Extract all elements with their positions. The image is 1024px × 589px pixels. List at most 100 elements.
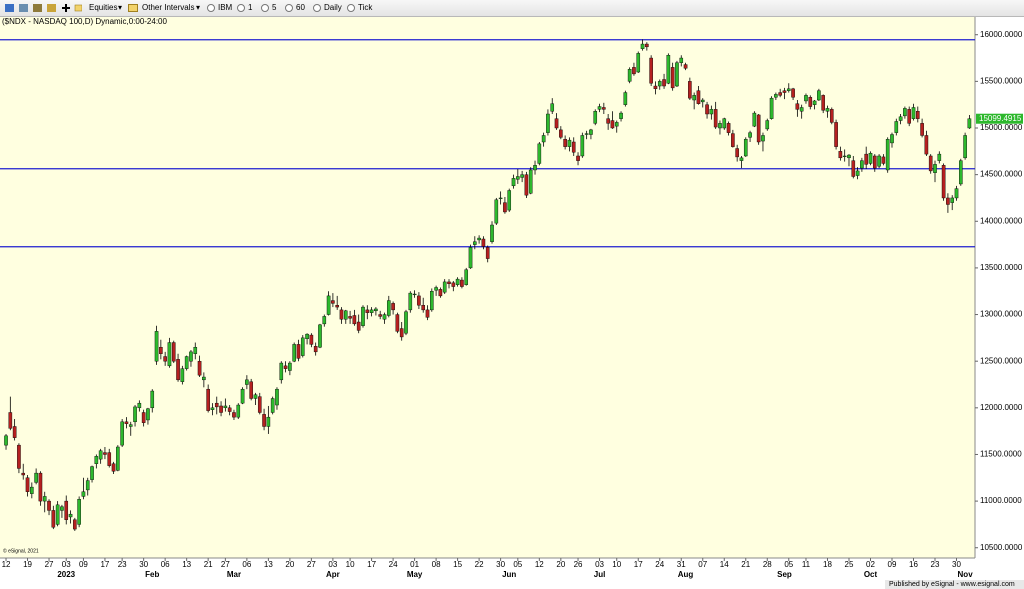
- candle-body: [528, 169, 533, 194]
- month-label: Jul: [594, 570, 606, 579]
- candle-body: [107, 452, 112, 466]
- candle-body: [240, 388, 245, 404]
- candle-body: [167, 342, 172, 367]
- y-tick-label: 13500.0000: [980, 263, 1023, 272]
- x-tick-label: 22: [475, 560, 484, 569]
- toolbar-item[interactable]: Other Intervals: [142, 3, 195, 12]
- candle-body: [365, 309, 370, 313]
- x-tick-label: 13: [182, 560, 191, 569]
- x-tick-label: 17: [634, 560, 643, 569]
- y-tick-label: 12500.0000: [980, 356, 1023, 365]
- candle-body: [206, 388, 210, 411]
- candle-body: [477, 237, 481, 241]
- toolbar-item[interactable]: 60: [296, 3, 305, 12]
- month-label: Sep: [777, 570, 792, 579]
- candle-body: [305, 333, 309, 340]
- toolbar: Equities ▾ Other Intervals ▾ IBM 1 5 60 …: [0, 0, 1024, 17]
- x-tick-label: 08: [432, 560, 441, 569]
- candle-body: [516, 176, 520, 180]
- candle-body: [202, 376, 206, 381]
- candle-body: [756, 114, 761, 143]
- x-tick-label: 11: [802, 560, 811, 569]
- toolbar-item[interactable]: Equities: [89, 3, 118, 12]
- y-tick-label: 12000.0000: [980, 403, 1023, 412]
- candle-body: [718, 123, 722, 129]
- candle-body: [709, 109, 714, 115]
- candle-body: [954, 188, 959, 199]
- toolbar-item[interactable]: Tick: [358, 3, 373, 12]
- toolbar-item[interactable]: IBM: [218, 3, 233, 12]
- candle-body: [541, 135, 546, 143]
- toolbar-item[interactable]: 1: [248, 3, 253, 12]
- candle-body: [47, 500, 51, 511]
- candle-body: [610, 120, 615, 129]
- candle-body: [331, 300, 335, 304]
- candle-body: [460, 279, 464, 287]
- copyright: © eSignal, 2021: [3, 547, 39, 554]
- candle-body: [408, 292, 413, 311]
- candle-body: [533, 165, 537, 171]
- candle-body: [120, 421, 124, 446]
- candle-body: [262, 414, 266, 427]
- candle-body: [924, 135, 929, 155]
- x-tick-label: 14: [720, 560, 729, 569]
- candle-body: [855, 170, 860, 176]
- candle-body: [743, 138, 748, 157]
- x-tick-label: 27: [221, 560, 230, 569]
- candle-body: [245, 379, 249, 385]
- toolbar-item[interactable]: Daily: [324, 3, 342, 12]
- toolbar-radios: [207, 4, 355, 12]
- candle-body: [189, 351, 193, 362]
- candle-body: [619, 112, 623, 119]
- candle-body: [98, 450, 103, 460]
- candle-body: [662, 79, 666, 87]
- candle-body: [227, 407, 232, 412]
- toolbar-item[interactable]: 5: [272, 3, 277, 12]
- candle-body: [51, 510, 56, 528]
- x-tick-label: 27: [45, 560, 54, 569]
- candle-body: [184, 356, 189, 369]
- candle-body: [386, 300, 391, 316]
- x-tick-label: 10: [346, 560, 355, 569]
- x-tick-label: 02: [866, 560, 875, 569]
- candle-body: [60, 506, 64, 511]
- candle-body: [223, 405, 228, 409]
- candle-body: [283, 365, 288, 369]
- x-tick-label: 05: [784, 560, 793, 569]
- candle-body: [632, 67, 636, 75]
- candle-body: [812, 100, 817, 105]
- candle-body: [253, 394, 258, 399]
- candle-body: [434, 287, 438, 291]
- chart: ($NDX - NASDAQ 100,D) Dynamic,0:00-24:00…: [0, 17, 1024, 589]
- candle-body: [4, 435, 8, 446]
- candle-body: [640, 43, 645, 49]
- candle-body: [395, 314, 400, 332]
- candle-body: [584, 133, 589, 135]
- candle-body: [606, 118, 610, 124]
- candle-body: [670, 67, 675, 89]
- x-tick-label: 23: [118, 560, 127, 569]
- candle-body: [842, 155, 847, 157]
- month-label: May: [407, 570, 423, 579]
- y-tick-label: 10500.0000: [980, 543, 1023, 552]
- candle-body: [657, 81, 662, 87]
- candle-body: [847, 154, 851, 159]
- x-tick-label: 03: [328, 560, 337, 569]
- candle-body: [55, 504, 60, 525]
- candle-body: [739, 157, 744, 161]
- candle-body: [872, 155, 877, 169]
- candle-body: [313, 346, 318, 353]
- candle-body: [90, 466, 94, 480]
- x-tick-label: 10: [612, 560, 621, 569]
- candle-body: [232, 412, 236, 418]
- candle-body: [279, 362, 284, 381]
- month-label: Oct: [864, 570, 878, 579]
- month-label: 2023: [57, 570, 75, 579]
- candle-body: [950, 197, 955, 203]
- candle-body: [765, 120, 770, 130]
- candle-body: [38, 472, 43, 502]
- candle-body: [141, 412, 146, 423]
- candle-body: [412, 293, 417, 296]
- candle-body: [124, 421, 129, 424]
- x-tick-label: 23: [931, 560, 940, 569]
